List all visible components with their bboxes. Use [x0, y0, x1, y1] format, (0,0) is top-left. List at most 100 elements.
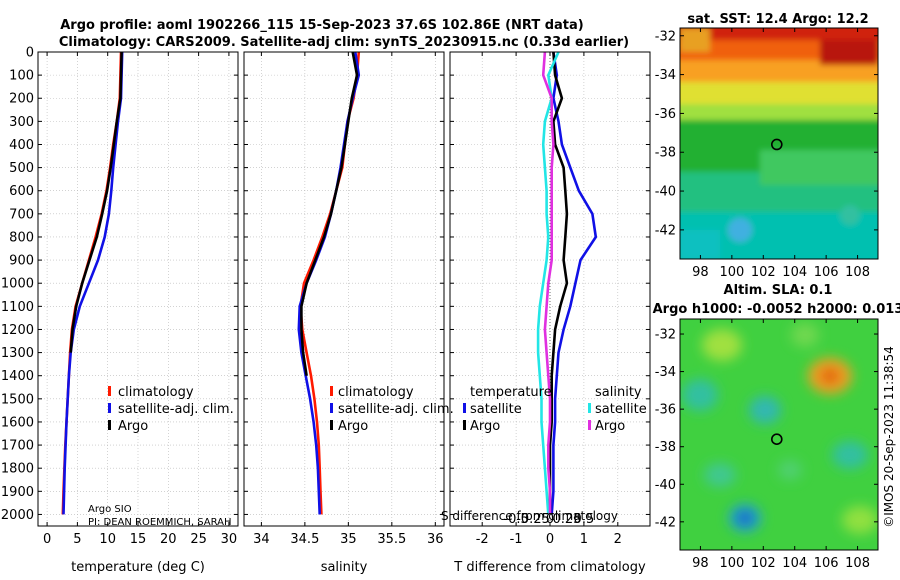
float-pi: PI: DEAN ROEMMICH, SARAH: [88, 517, 232, 528]
sla-map: 98 100 102 104 106 108 -32 -34 -36 -38 -40 -42: [655, 318, 879, 571]
map-y-tick-label: -40: [655, 478, 676, 493]
map-x-tick-label: 104: [782, 556, 807, 571]
salinity-difference-tick-label: -0.5: [503, 512, 528, 527]
legend-label-argo: Argo: [338, 419, 368, 434]
map-x-tick-label: 102: [751, 265, 776, 280]
x-tick-label: 15: [130, 532, 147, 547]
y-tick-label: 1900: [1, 485, 34, 500]
series-line-argo: [300, 52, 359, 376]
x-tick-label: 25: [190, 532, 207, 547]
sst-field: [680, 28, 878, 259]
map-y-tick-label: -32: [655, 328, 676, 343]
legend-swatch-satellite: [108, 403, 111, 413]
y-tick-label: 600: [9, 184, 34, 199]
x-tick-label: 35: [340, 532, 357, 547]
map-y-tick-label: -36: [655, 403, 676, 418]
sla-map-title: Altim. SLA: 0.1: [724, 283, 833, 298]
series-line-temperature-satellite: [550, 52, 598, 515]
x-tick-label: 0: [546, 532, 554, 547]
legend-title-temperature: temperature: [470, 385, 552, 400]
map-frame: [679, 318, 879, 551]
y-tick-label: 100: [9, 69, 34, 84]
y-tick-label: 500: [9, 161, 34, 176]
map-y-tick-label: -32: [655, 29, 676, 44]
map-y-tick-label: -40: [655, 185, 676, 200]
x-axis-label: temperature (deg C): [71, 560, 205, 575]
sst-map-title: sat. SST: 12.4 Argo: 12.2: [687, 12, 868, 27]
difference-legend: temperature salinity satellite Argo sate…: [463, 385, 647, 434]
plot-frame: [243, 51, 445, 527]
legend-label-satellite: satellite-adj. clim.: [338, 402, 454, 417]
y-tick-label: 0: [26, 46, 34, 61]
salinity-difference-tick-label: 0.25: [552, 512, 581, 527]
legend-label-satellite: satellite-adj. clim.: [118, 402, 234, 417]
map-y-tick-label: -34: [655, 68, 676, 83]
map-x-tick-label: 102: [751, 556, 776, 571]
map-y-tick-label: -38: [655, 146, 676, 161]
x-tick-label: 2: [614, 532, 622, 547]
legend-label-sal-satellite: satellite: [595, 402, 647, 417]
y-tick-label: 900: [9, 254, 34, 269]
map-x-tick-label: 100: [719, 265, 744, 280]
x-tick-label: 35.5: [377, 532, 406, 547]
y-tick-label: 2000: [1, 508, 34, 523]
legend-label-climatology: climatology: [338, 385, 414, 400]
series-line-argo: [69, 52, 123, 353]
map-x-tick-label: 108: [845, 556, 870, 571]
legend-swatch-argo: [330, 420, 333, 430]
legend-swatch-temp-argo: [463, 420, 466, 430]
map-x-tick-label: 100: [719, 556, 744, 571]
series-group: [536, 52, 598, 515]
x-tick-label: 0: [43, 532, 51, 547]
map-y-tick-label: -42: [655, 515, 676, 530]
y-tick-label: 1600: [1, 415, 34, 430]
x-tick-label: -1: [510, 532, 523, 547]
series-line-salinity-argo: [541, 52, 555, 515]
legend-swatch-temp-satellite: [463, 403, 466, 413]
y-tick-label: 700: [9, 207, 34, 222]
legend-swatch-climatology: [330, 386, 333, 396]
map-x-tick-label: 98: [692, 265, 709, 280]
x-tick-label: 5: [73, 532, 81, 547]
legend-label-sal-argo: Argo: [595, 419, 625, 434]
sst-map: 98 100 102 104 106 108 -32 -34 -36 -38 -40 -42: [655, 27, 879, 280]
salinity-difference-tick-label: 0: [546, 512, 554, 527]
x-axis-label: T difference from climatology: [453, 560, 646, 575]
x-tick-label: 30: [221, 532, 238, 547]
map-x-tick-label: 106: [814, 265, 839, 280]
plot-background: [244, 52, 444, 526]
series-group: [61, 52, 124, 515]
map-x-tick-label: 108: [845, 265, 870, 280]
x-tick-label: 20: [160, 532, 177, 547]
map-y-tick-label: -36: [655, 107, 676, 122]
y-tick-label: 400: [9, 138, 34, 153]
argo-position-marker: [770, 433, 783, 445]
temperature-panel: 0 5 10 15 20 25 300100200300400500600700800900…: [1, 46, 239, 575]
legend-label-temp-argo: Argo: [470, 419, 500, 434]
y-tick-label: 1200: [1, 323, 34, 338]
x-tick-label: -2: [476, 532, 489, 547]
y-tick-label: 1500: [1, 392, 34, 407]
legend-title-salinity: salinity: [595, 385, 642, 400]
legend-label-temp-satellite: satellite: [470, 402, 522, 417]
series-group: [297, 52, 361, 515]
map-x-tick-label: 98: [692, 556, 709, 571]
map-x-tick-label: 106: [814, 556, 839, 571]
x-tick-label: 34.5: [290, 532, 319, 547]
sla-map-subtitle: Argo h1000: -0.0052 h2000: 0.013: [653, 302, 900, 317]
argo-position-marker: [770, 138, 783, 151]
float-institution: Argo SIO: [88, 504, 132, 515]
legend-swatch-argo: [108, 420, 111, 430]
map-y-tick-label: -34: [655, 365, 676, 380]
map-y-tick-label: -42: [655, 223, 676, 238]
series-line-satellite-adj-clim-: [62, 52, 124, 515]
map-frame: [679, 27, 879, 260]
salinity-difference-tick-label: 0.5: [574, 512, 595, 527]
map-y-tick-label: -38: [655, 440, 676, 455]
y-tick-label: 800: [9, 230, 34, 245]
salinity-legend: climatology satellite-adj. clim. Argo: [330, 385, 454, 434]
x-tick-label: 36: [427, 532, 444, 547]
legend-label-climatology: climatology: [118, 385, 194, 400]
copyright-timestamp: ©IMOS 20-Sep-2023 11:38:54: [882, 346, 896, 528]
